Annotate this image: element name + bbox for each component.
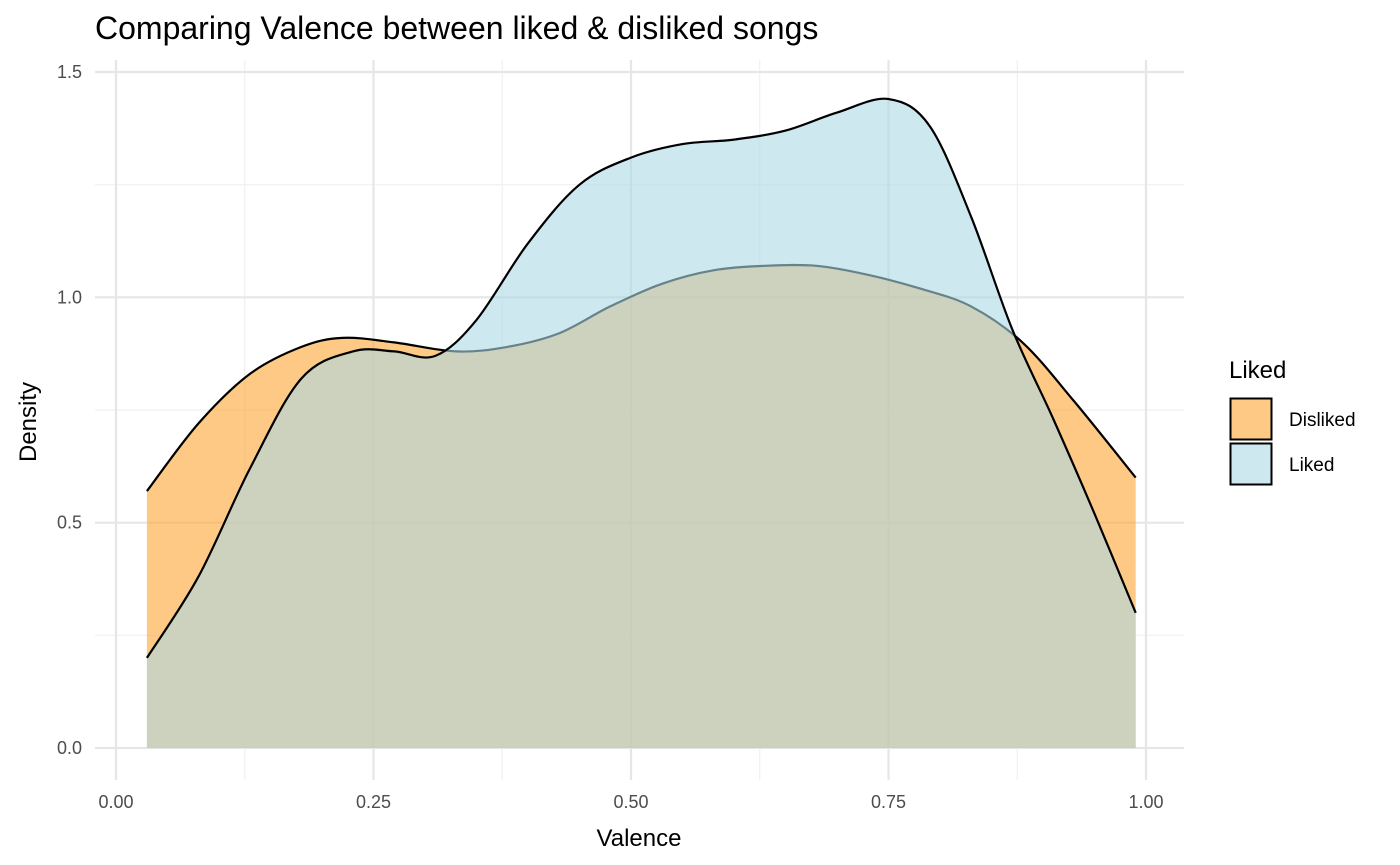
y-tick-label: 1.5 [57, 62, 82, 82]
y-tick-label: 0.0 [57, 738, 82, 758]
chart-title: Comparing Valence between liked & dislik… [95, 10, 819, 46]
x-axis-title: Valence [597, 825, 682, 852]
x-tick-label: 0.00 [98, 792, 133, 812]
tick-labels: 0.00 0.25 0.50 0.75 1.00 0.0 0.5 1.0 1.5 [57, 62, 1164, 812]
y-tick-label: 0.5 [57, 513, 82, 533]
legend-swatch-disliked [1229, 397, 1273, 441]
density-areas [145, 97, 1137, 749]
x-tick-label: 0.50 [613, 792, 648, 812]
legend-label-liked: Liked [1289, 455, 1334, 476]
x-tick-label: 0.25 [356, 792, 391, 812]
legend-title: Liked [1229, 357, 1286, 384]
y-tick-label: 1.0 [57, 287, 82, 307]
legend-label-disliked: Disliked [1289, 410, 1356, 431]
legend-swatch-liked [1229, 442, 1273, 486]
x-tick-label: 0.75 [871, 792, 906, 812]
y-axis-title: Density [15, 382, 42, 462]
x-tick-label: 1.00 [1128, 792, 1163, 812]
density-line-liked [145, 97, 1137, 659]
density-area-liked [146, 98, 1136, 749]
legend: Liked Disliked Liked [1229, 357, 1356, 486]
